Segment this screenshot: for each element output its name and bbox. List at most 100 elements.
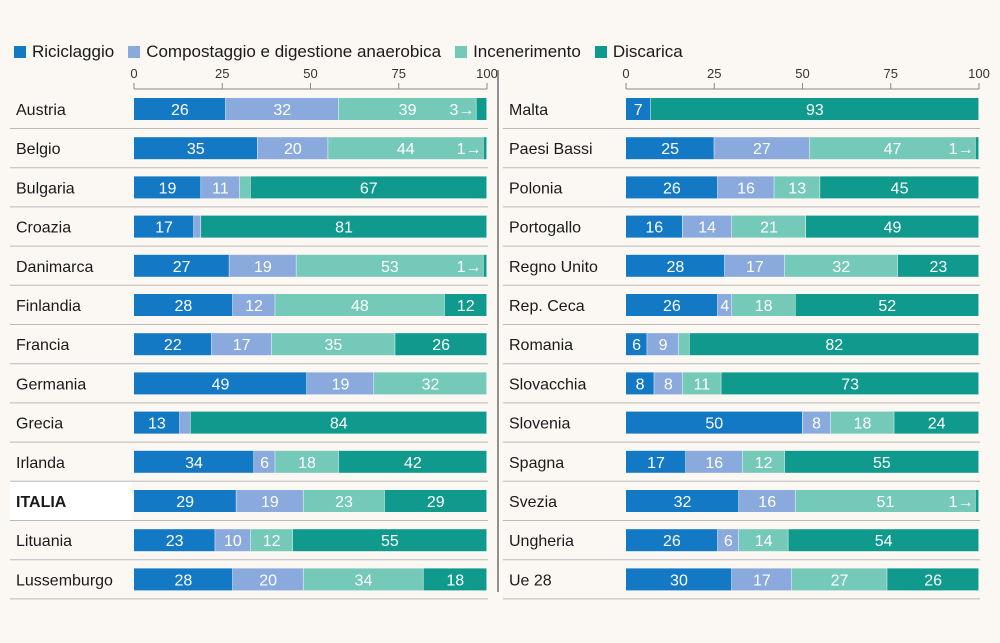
data-label: 39 (399, 102, 417, 119)
data-label: 17 (753, 572, 771, 589)
data-label: 35 (325, 337, 343, 354)
tick-label: 100 (476, 66, 498, 81)
category-label: Spagna (509, 455, 564, 472)
data-label: 8 (664, 376, 673, 393)
data-label: 26 (171, 102, 189, 119)
legend: Riciclaggio Compostaggio e digestione an… (14, 38, 683, 66)
data-label: 44 (397, 141, 415, 158)
bar-segment (626, 176, 718, 199)
category-label: Rep. Ceca (509, 298, 585, 315)
data-label: 17 (155, 220, 173, 237)
bar-segment (626, 372, 655, 395)
bar-segment (232, 294, 276, 316)
data-label: 13 (148, 416, 166, 433)
bar-segment (894, 411, 979, 434)
data-label: 47 (884, 141, 902, 158)
bar-segment (774, 176, 821, 199)
tick-label: 50 (303, 66, 317, 81)
data-label: 30 (670, 572, 688, 589)
data-label: 73 (841, 376, 859, 393)
bar-segment (292, 529, 487, 552)
data-label: 35 (187, 141, 205, 158)
bar-segment (784, 254, 898, 277)
category-label: Austria (16, 102, 66, 119)
data-label: 17 (746, 259, 764, 276)
data-label: 3→ (450, 102, 475, 119)
data-label: 1→ (457, 259, 482, 276)
category-label: Germania (16, 376, 86, 393)
data-label: 49 (212, 376, 230, 393)
bar-segment (476, 98, 487, 120)
bar-segment (682, 215, 732, 238)
category-label: Malta (509, 102, 548, 119)
data-label: 6 (632, 337, 641, 354)
bar-segment (423, 568, 487, 591)
bar-segment (134, 254, 230, 277)
bar-segment (483, 137, 487, 160)
data-label: 25 (661, 141, 679, 158)
bar-segment (134, 333, 212, 356)
bar-segment (338, 98, 477, 120)
data-label: 14 (698, 220, 716, 237)
data-label: 32 (273, 102, 291, 119)
category-label: Regno Unito (509, 259, 598, 276)
data-label: 81 (335, 220, 353, 237)
category-label: Grecia (16, 416, 63, 433)
tick-label: 50 (795, 66, 809, 81)
bar-segment (275, 294, 445, 316)
bar-segment (714, 137, 810, 160)
bar-segment (134, 411, 180, 434)
bar-segment (647, 333, 679, 356)
data-label: 52 (878, 298, 896, 315)
legend-item-incenerimento: Incenerimento (455, 42, 581, 62)
bar-segment (444, 294, 487, 316)
bar-segment (795, 490, 976, 512)
data-label: 49 (884, 220, 902, 237)
bar-segment (626, 333, 648, 356)
bar-segment (134, 529, 216, 552)
data-label: 11 (694, 376, 711, 393)
data-label: 16 (645, 220, 663, 237)
bar-segment (626, 411, 803, 434)
data-label: 8 (812, 416, 821, 433)
tick-label: 25 (215, 66, 229, 81)
category-label: Svezia (509, 494, 557, 511)
bar-segment (742, 450, 785, 473)
bar-segment (975, 490, 979, 512)
data-label: 50 (705, 416, 723, 433)
data-label: 10 (224, 533, 242, 550)
data-label: 12 (457, 298, 475, 315)
bar-segment (239, 176, 251, 199)
bar-segment (211, 333, 272, 356)
bar-segment (806, 215, 979, 238)
category-label: Portogallo (509, 220, 581, 237)
bar-segment (626, 490, 739, 512)
bar-segment (820, 176, 979, 199)
bar-segment (271, 333, 396, 356)
data-label: 29 (176, 494, 194, 511)
data-label: 19 (332, 376, 350, 393)
category-label: Slovenia (509, 416, 570, 433)
data-label: 93 (806, 102, 824, 119)
category-label: Croazia (16, 220, 71, 237)
data-label: 84 (330, 416, 348, 433)
data-label: 4 (720, 298, 729, 315)
data-label: 17 (233, 337, 251, 354)
bar-segment (626, 215, 683, 238)
bar-segment (257, 137, 329, 160)
bar-segment (626, 529, 718, 552)
data-label: 6 (724, 533, 733, 550)
bar-segment (791, 568, 888, 591)
data-label: 9 (659, 337, 668, 354)
bar-segment (717, 176, 775, 199)
bar-segment (650, 98, 979, 120)
bar-segment (134, 137, 258, 160)
data-label: 67 (360, 180, 378, 197)
data-label: 32 (422, 376, 440, 393)
bar-segment (626, 568, 732, 591)
data-label: 19 (261, 494, 279, 511)
data-label: 23 (166, 533, 184, 550)
data-label: 1→ (949, 141, 974, 158)
category-label: Lussemburgo (16, 572, 113, 589)
data-label: 82 (825, 337, 843, 354)
